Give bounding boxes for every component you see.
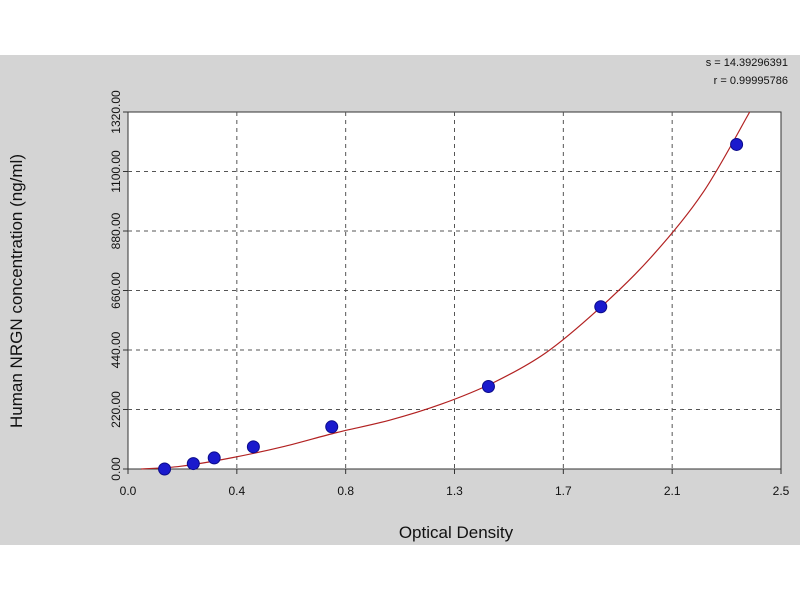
y-tick-label: 880.00 [109, 212, 123, 249]
fit-curve [141, 111, 751, 470]
data-point [594, 300, 608, 314]
stat-r: r = 0.99995786 [714, 75, 788, 87]
data-point [325, 420, 339, 434]
data-point [207, 451, 221, 465]
x-tick-label: 0.8 [337, 484, 354, 498]
data-point [186, 457, 200, 471]
grid-lines [123, 111, 782, 474]
y-axis-title: Human NRGN concentration (ng/ml) [7, 154, 26, 428]
y-tick-label: 220.00 [109, 391, 123, 428]
x-tick-label: 2.1 [664, 484, 681, 498]
x-axis-title: Optical Density [399, 523, 514, 542]
x-tick-label: 1.3 [446, 484, 463, 498]
x-tick-label: 0.4 [228, 484, 245, 498]
chart-panel: 0.00 220.00 440.00 660.00 880.00 1100.00 1320.… [0, 55, 800, 545]
data-point [730, 137, 744, 151]
x-tick-label: 0.0 [120, 484, 137, 498]
data-point [158, 462, 172, 476]
y-tick-label: 0.00 [109, 457, 123, 481]
data-point [481, 380, 495, 394]
x-tick-label: 2.5 [773, 484, 790, 498]
y-tick-labels: 0.00 220.00 440.00 660.00 880.00 1100.00 1320.… [109, 90, 123, 481]
y-tick-label: 1100.00 [109, 150, 123, 193]
chart-svg: 0.00 220.00 440.00 660.00 880.00 1100.00 1320.… [7, 57, 790, 542]
y-tick-label: 440.00 [109, 331, 123, 368]
data-point [246, 440, 260, 454]
data-points [158, 137, 744, 476]
stat-s: s = 14.39296391 [706, 57, 788, 69]
x-tick-labels: 0.0 0.4 0.8 1.3 1.7 2.1 2.5 [120, 484, 790, 498]
y-tick-label: 1320.00 [109, 90, 123, 134]
x-tick-label: 1.7 [555, 484, 572, 498]
y-tick-label: 660.00 [109, 272, 123, 309]
